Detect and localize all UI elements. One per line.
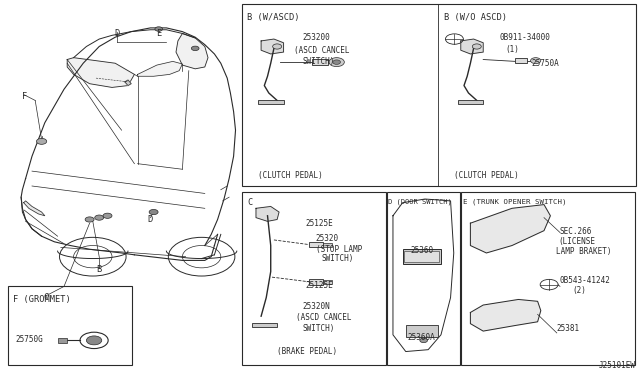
Bar xyxy=(312,59,328,65)
Polygon shape xyxy=(125,80,131,86)
Bar xyxy=(242,4,636,186)
Text: 253200: 253200 xyxy=(303,33,330,42)
Text: (LICENSE: (LICENSE xyxy=(558,237,595,246)
Text: 25750G: 25750G xyxy=(15,335,43,344)
Text: SWITCH): SWITCH) xyxy=(303,57,335,66)
Text: (CLUTCH PEDAL): (CLUTCH PEDAL) xyxy=(257,171,323,180)
Bar xyxy=(309,242,323,247)
Text: (STOP LAMP: (STOP LAMP xyxy=(316,245,362,254)
Bar xyxy=(387,192,460,365)
Polygon shape xyxy=(470,299,541,331)
Polygon shape xyxy=(138,61,182,76)
Circle shape xyxy=(333,60,340,64)
Text: D: D xyxy=(115,29,120,38)
Circle shape xyxy=(95,215,104,220)
Text: 0B543-41242: 0B543-41242 xyxy=(560,276,611,285)
Text: 25381: 25381 xyxy=(557,324,580,333)
Circle shape xyxy=(191,46,199,51)
Text: SEC.266: SEC.266 xyxy=(560,227,593,236)
Bar xyxy=(406,326,438,337)
Polygon shape xyxy=(256,206,279,221)
Text: E: E xyxy=(156,29,161,38)
Circle shape xyxy=(36,138,47,144)
Text: 25750A: 25750A xyxy=(531,59,559,68)
Circle shape xyxy=(472,44,481,49)
Text: (ASCD CANCEL: (ASCD CANCEL xyxy=(294,46,350,55)
Text: D: D xyxy=(148,215,153,224)
Text: B (W/O ASCD): B (W/O ASCD) xyxy=(444,13,506,22)
Bar xyxy=(58,338,67,343)
Circle shape xyxy=(86,336,102,345)
Text: E (TRUNK OPENER SWITCH): E (TRUNK OPENER SWITCH) xyxy=(463,198,567,205)
Polygon shape xyxy=(461,39,483,54)
Circle shape xyxy=(155,27,163,31)
Circle shape xyxy=(329,58,344,67)
Text: LAMP BRAKET): LAMP BRAKET) xyxy=(556,247,611,256)
Text: B: B xyxy=(97,265,102,274)
Circle shape xyxy=(103,213,112,218)
Bar xyxy=(242,192,386,365)
Circle shape xyxy=(85,217,94,222)
Bar xyxy=(461,192,635,365)
Bar xyxy=(8,286,132,365)
Text: (ASCD CANCEL: (ASCD CANCEL xyxy=(296,313,352,322)
Text: SWITCH): SWITCH) xyxy=(303,324,335,333)
Text: SWITCH): SWITCH) xyxy=(322,254,355,263)
Text: B (W/ASCD): B (W/ASCD) xyxy=(247,13,300,22)
Text: D (DOOR SWITCH): D (DOOR SWITCH) xyxy=(388,198,452,205)
Bar xyxy=(258,100,284,104)
Polygon shape xyxy=(176,33,208,69)
Text: 25360A: 25360A xyxy=(408,333,436,342)
Circle shape xyxy=(420,338,428,343)
Bar xyxy=(309,279,323,285)
Text: 0B911-34000: 0B911-34000 xyxy=(499,33,550,42)
Text: C: C xyxy=(44,293,49,302)
Polygon shape xyxy=(470,205,550,253)
Bar xyxy=(323,280,332,284)
Text: (BRAKE PEDAL): (BRAKE PEDAL) xyxy=(277,347,337,356)
Bar xyxy=(458,100,483,104)
Text: (CLUTCH PEDAL): (CLUTCH PEDAL) xyxy=(454,171,519,180)
Bar xyxy=(404,251,439,262)
Text: 25360: 25360 xyxy=(410,246,433,255)
Text: (1): (1) xyxy=(506,45,520,54)
Polygon shape xyxy=(67,58,134,87)
Bar xyxy=(515,58,527,63)
Text: F: F xyxy=(22,92,27,101)
Text: 25320: 25320 xyxy=(316,234,339,243)
Bar xyxy=(403,249,441,264)
Polygon shape xyxy=(261,39,284,54)
Polygon shape xyxy=(24,201,45,216)
Text: F (GROMMET): F (GROMMET) xyxy=(13,295,70,304)
Circle shape xyxy=(149,209,158,215)
Text: 25125E: 25125E xyxy=(306,219,333,228)
Circle shape xyxy=(531,58,541,64)
Bar xyxy=(323,243,332,247)
Text: C: C xyxy=(247,198,252,207)
Text: (2): (2) xyxy=(573,286,587,295)
Circle shape xyxy=(273,44,282,49)
Text: 25125E: 25125E xyxy=(306,281,333,290)
Text: 25320N: 25320N xyxy=(303,302,330,311)
Bar xyxy=(252,323,277,327)
Text: J25101EW: J25101EW xyxy=(598,361,636,370)
